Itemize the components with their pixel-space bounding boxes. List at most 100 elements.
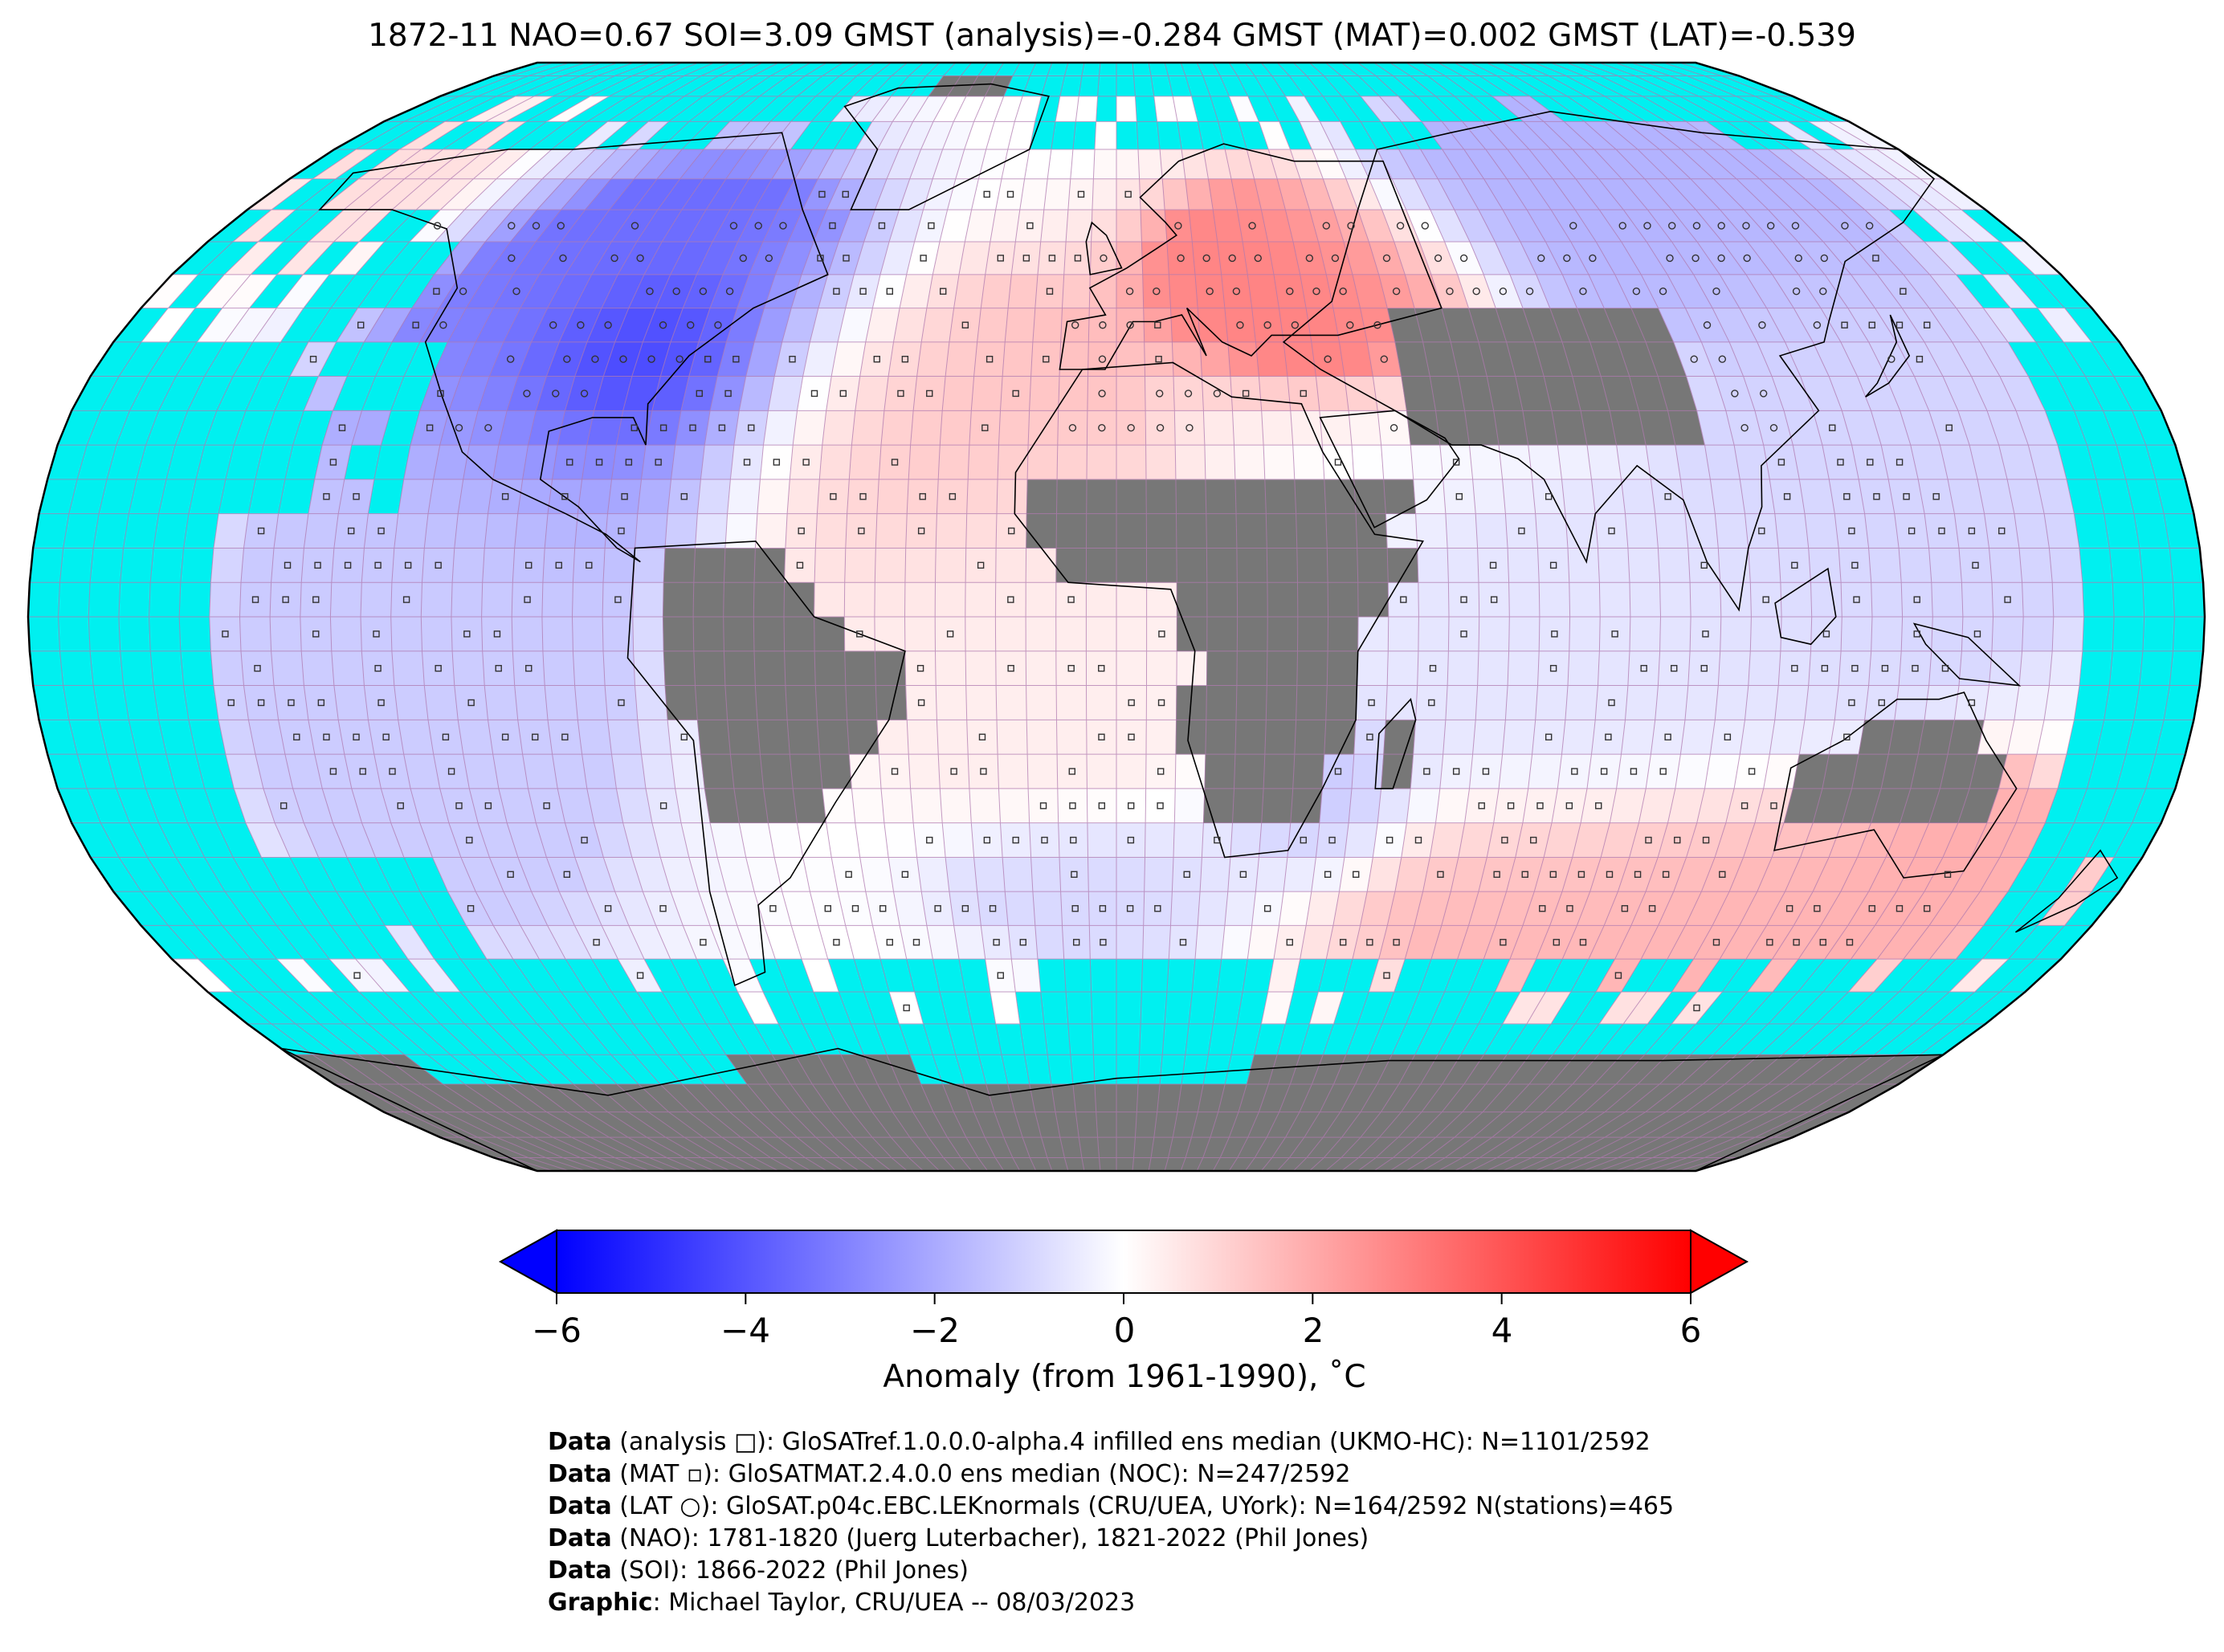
mat-obs-marker bbox=[455, 802, 463, 810]
mat-obs-marker bbox=[997, 972, 1004, 979]
station-marker bbox=[549, 321, 557, 329]
station-marker bbox=[1459, 254, 1468, 263]
mat-obs-marker bbox=[891, 768, 899, 775]
mat-obs-marker bbox=[977, 561, 985, 569]
mat-obs-marker bbox=[1758, 527, 1765, 535]
mat-obs-marker bbox=[1712, 939, 1720, 946]
mat-obs-marker bbox=[946, 630, 954, 638]
credit-line: Data (LAT ○): GloSAT.p04c.EBC.LEKnormals… bbox=[548, 1491, 1674, 1523]
mat-obs-marker bbox=[1008, 527, 1015, 535]
mat-obs-marker bbox=[1770, 802, 1777, 810]
mat-obs-marker bbox=[1385, 836, 1394, 844]
mat-obs-marker bbox=[1923, 905, 1931, 912]
mat-obs-marker bbox=[525, 664, 533, 672]
coastline-indonesia-borneo bbox=[1774, 567, 1837, 646]
mat-obs-marker bbox=[1724, 733, 1732, 740]
station-marker bbox=[725, 288, 734, 296]
mat-obs-marker bbox=[1518, 527, 1525, 535]
map-title: 1872-11 NAO=0.67 SOI=3.09 GMST (analysis… bbox=[368, 18, 1856, 54]
mat-obs-marker bbox=[856, 630, 863, 638]
station-marker bbox=[523, 390, 531, 398]
observation-markers bbox=[222, 190, 2011, 1012]
mat-obs-marker bbox=[353, 493, 360, 500]
station-marker bbox=[1174, 222, 1182, 230]
mat-obs-marker bbox=[680, 733, 688, 740]
station-marker bbox=[1632, 288, 1641, 296]
colorbar-tick-label: −6 bbox=[532, 1311, 582, 1350]
mat-obs-marker bbox=[382, 733, 390, 740]
mat-obs-marker bbox=[1549, 871, 1557, 878]
mat-obs-marker bbox=[507, 871, 514, 878]
mat-obs-marker bbox=[493, 630, 501, 638]
mat-obs-marker bbox=[901, 871, 909, 878]
mat-obs-marker bbox=[525, 561, 533, 569]
mat-obs-marker bbox=[858, 527, 865, 535]
mat-obs-marker bbox=[1334, 768, 1342, 775]
mat-obs-marker bbox=[1791, 664, 1798, 672]
mat-obs-marker bbox=[1867, 459, 1874, 466]
station-marker bbox=[1392, 288, 1401, 296]
mat-obs-marker bbox=[1157, 768, 1165, 775]
mat-obs-marker bbox=[1829, 424, 1836, 431]
station-marker bbox=[1098, 424, 1106, 432]
mat-obs-marker bbox=[891, 459, 899, 466]
station-marker bbox=[1740, 424, 1749, 432]
mat-obs-marker bbox=[561, 493, 569, 500]
credit-line-heading: Data bbox=[548, 1428, 612, 1456]
mat-obs-marker bbox=[1608, 527, 1615, 535]
mat-obs-marker bbox=[1972, 561, 1979, 569]
mat-obs-marker bbox=[724, 390, 732, 398]
station-marker bbox=[699, 288, 708, 296]
mat-obs-marker bbox=[344, 561, 352, 569]
mat-obs-marker bbox=[1545, 733, 1553, 740]
graticule bbox=[28, 63, 2205, 1171]
mat-obs-marker bbox=[284, 561, 292, 569]
mat-obs-marker bbox=[1501, 836, 1508, 844]
mat-obs-marker bbox=[985, 356, 994, 363]
colorbar-tick-label: −4 bbox=[720, 1311, 770, 1350]
mat-obs-marker bbox=[1007, 596, 1014, 603]
mat-obs-marker bbox=[1872, 255, 1879, 262]
mat-obs-marker bbox=[501, 733, 509, 740]
station-marker bbox=[1668, 222, 1676, 230]
station-marker bbox=[1742, 222, 1750, 230]
mat-obs-marker bbox=[769, 905, 777, 912]
station-marker bbox=[532, 222, 541, 230]
mat-obs-marker bbox=[1183, 871, 1190, 878]
station-marker bbox=[1659, 288, 1667, 296]
mat-obs-marker bbox=[1126, 905, 1134, 912]
station-marker bbox=[1346, 321, 1354, 329]
station-marker bbox=[779, 222, 787, 230]
coastline-arabia bbox=[1319, 410, 1460, 528]
station-marker bbox=[646, 288, 654, 296]
coastline-japan bbox=[1865, 314, 1911, 398]
mat-obs-marker bbox=[1700, 664, 1708, 672]
credit-line: Data (MAT ▫): GloSATMAT.2.4.0.0 ens medi… bbox=[548, 1458, 1674, 1491]
station-marker bbox=[1396, 222, 1405, 230]
mat-obs-marker bbox=[1214, 836, 1221, 844]
mat-obs-marker bbox=[1455, 493, 1463, 500]
mat-obs-marker bbox=[817, 255, 824, 262]
colorbar-body bbox=[556, 1230, 1691, 1294]
station-marker bbox=[459, 288, 467, 296]
credit-line-heading: Graphic bbox=[548, 1589, 653, 1617]
station-marker bbox=[1347, 222, 1355, 230]
mat-obs-marker bbox=[1611, 630, 1618, 638]
station-marker bbox=[754, 222, 762, 230]
mat-obs-marker bbox=[859, 288, 867, 295]
mat-obs-marker bbox=[566, 459, 573, 466]
mat-obs-marker bbox=[1437, 871, 1444, 878]
station-marker bbox=[580, 390, 589, 398]
credit-line: Data (NAO): 1781-1820 (Juerg Luterbacher… bbox=[548, 1523, 1674, 1555]
colorbar-tick-label: 4 bbox=[1491, 1311, 1513, 1350]
coastlines bbox=[280, 83, 2119, 1171]
mat-obs-marker bbox=[1022, 255, 1030, 262]
mat-obs-marker bbox=[1300, 390, 1307, 398]
station-marker bbox=[1156, 424, 1165, 432]
mat-obs-marker bbox=[748, 424, 755, 431]
mat-obs-marker bbox=[655, 459, 662, 466]
mat-obs-marker bbox=[1500, 939, 1507, 946]
colorbar-axis-label: Anomaly (from 1961-1990), ˚C bbox=[883, 1359, 1366, 1395]
station-marker bbox=[1248, 222, 1256, 230]
mat-obs-marker bbox=[1848, 527, 1855, 535]
